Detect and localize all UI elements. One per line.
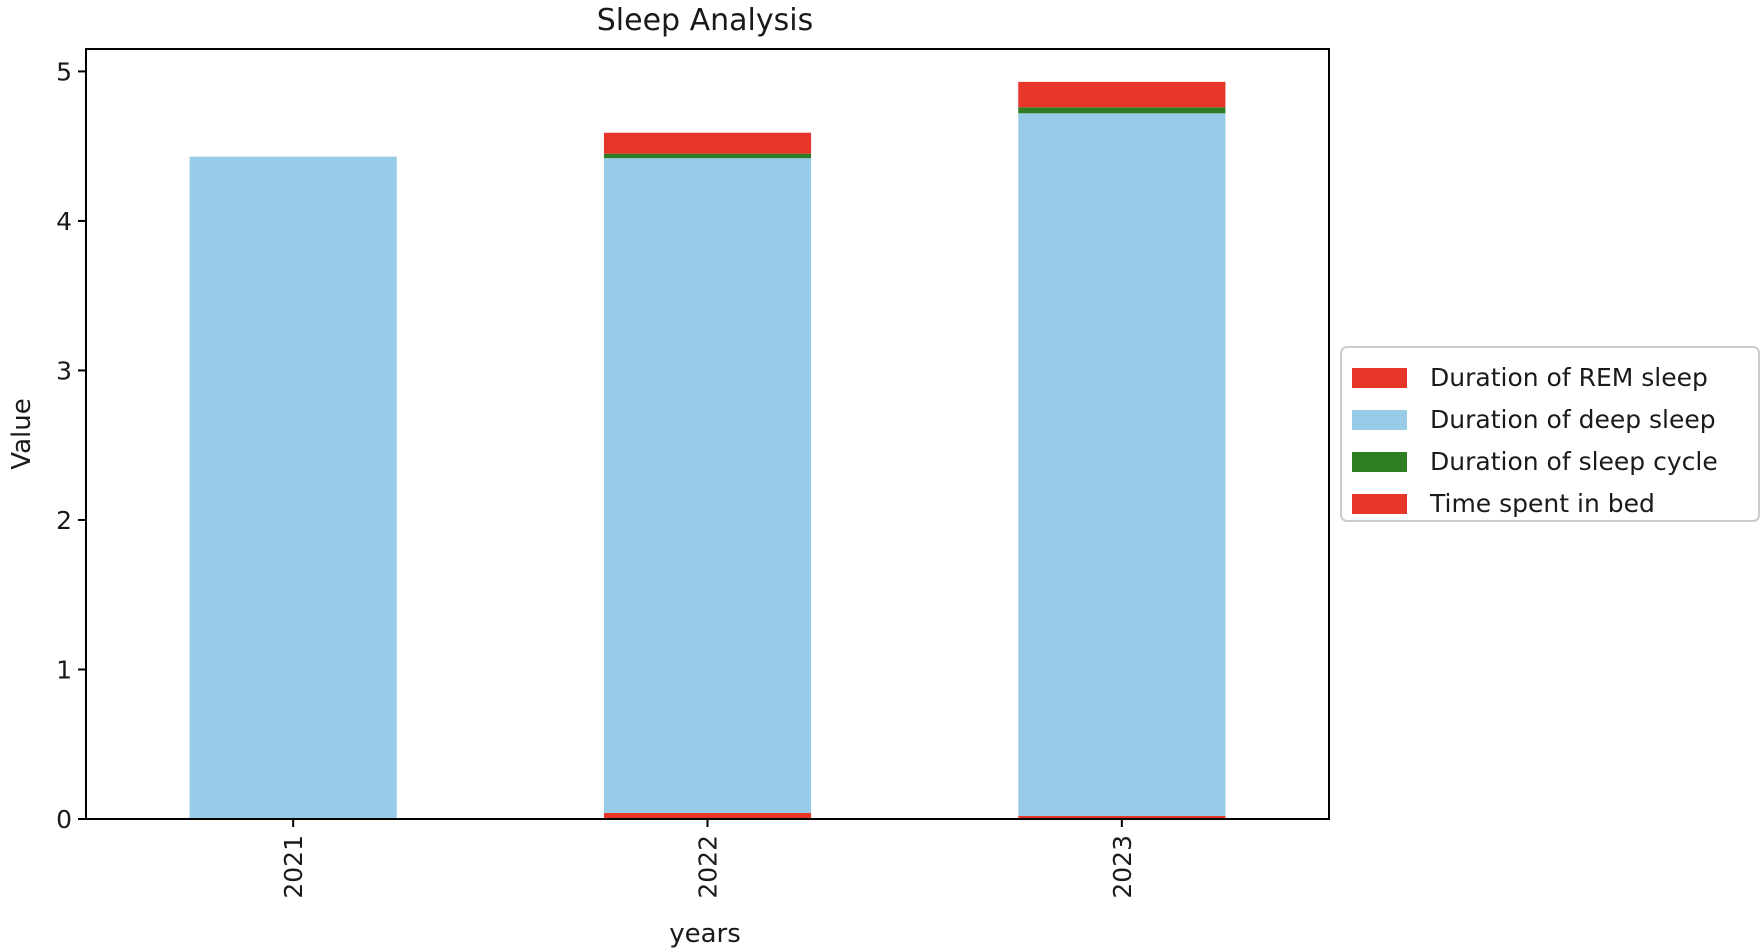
legend-label: Duration of sleep cycle [1430, 447, 1718, 476]
y-axis: 0 1 2 3 4 5 [56, 57, 86, 834]
y-tick-label: 5 [56, 57, 72, 86]
legend: Duration of REM sleep Duration of deep sl… [1340, 346, 1760, 522]
y-tick-label: 2 [56, 506, 72, 535]
bar-2021-series-1 [189, 156, 397, 819]
y-tick-label: 3 [56, 356, 72, 385]
bar-2022-series-1 [603, 158, 812, 814]
x-tick-label: 2021 [279, 835, 308, 899]
bars-layer [189, 81, 1226, 819]
legend-swatch [1352, 410, 1407, 430]
legend-label: Duration of deep sleep [1430, 405, 1716, 434]
legend-label: Duration of REM sleep [1430, 363, 1708, 392]
y-axis-label: Value [7, 398, 37, 469]
y-tick-label: 1 [56, 655, 72, 684]
legend-label: Time spent in bed [1429, 489, 1655, 518]
x-tick-label: 2022 [694, 835, 723, 899]
chart-title: Sleep Analysis [597, 3, 813, 38]
legend-swatch [1352, 494, 1407, 514]
x-axis-label: years [669, 919, 741, 949]
bar-2023-series-2 [1018, 107, 1226, 114]
x-tick-label: 2023 [1108, 835, 1137, 899]
legend-swatch [1352, 368, 1407, 388]
bar-2022-series-0 [603, 813, 812, 819]
legend-frame [1340, 346, 1760, 522]
bar-2023-series-1 [1018, 113, 1226, 817]
legend-swatch [1352, 452, 1407, 472]
y-tick-label: 0 [56, 805, 72, 834]
bar-2022-series-3 [603, 132, 812, 154]
bar-2023-series-0 [1018, 816, 1226, 819]
x-axis: 2021 2022 2023 [279, 819, 1137, 899]
y-tick-label: 4 [56, 207, 72, 236]
bar-2022-series-2 [603, 153, 812, 159]
bar-2023-series-3 [1018, 81, 1226, 108]
